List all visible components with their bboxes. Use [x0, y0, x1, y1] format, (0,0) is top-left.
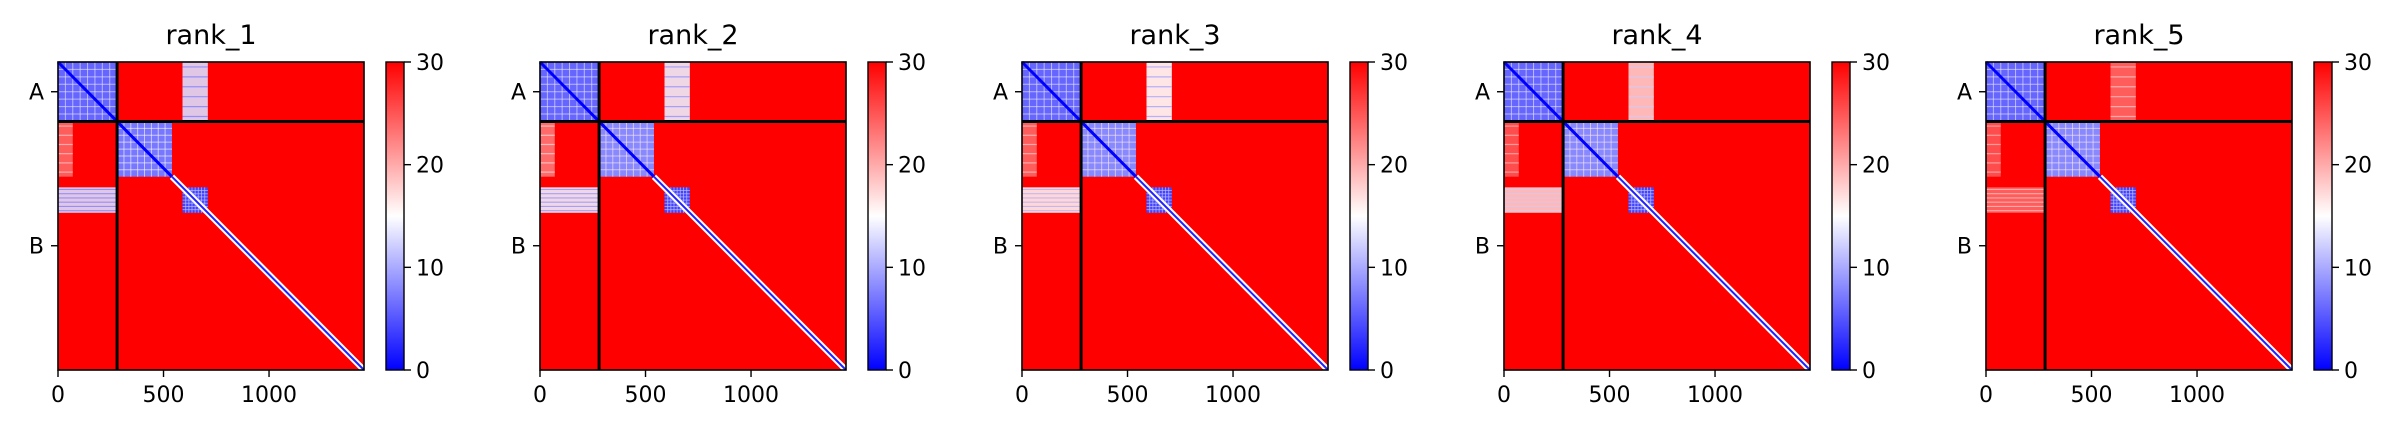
chart-title: rank_3: [1129, 20, 1220, 51]
heatmap-mid-block: [1022, 121, 1037, 177]
colorbar-tick-label: 30: [2344, 51, 2372, 76]
colorbar-tick-label: 20: [1380, 154, 1408, 179]
x-tick-label: 0: [1979, 383, 1993, 408]
panel-rank_5: rank_5 0 500 1000 A B 0 10 20 30: [1957, 20, 2372, 408]
y-tick-label: B: [1957, 235, 1972, 260]
heatmap-block-diagonal: [1562, 120, 1620, 178]
heatmap-mid-block: [2110, 62, 2136, 122]
colorbar-tick-label: 30: [416, 51, 444, 76]
colorbar-tick-label: 10: [416, 256, 444, 281]
colorbar-tick-label: 0: [2344, 359, 2358, 384]
plot-frame: [1021, 61, 1329, 371]
x-tick-label: 1000: [1687, 383, 1743, 408]
y-tick-label: A: [1957, 81, 1972, 106]
plot-frame: [1985, 61, 2293, 371]
heatmap-block-diagonal: [56, 60, 119, 123]
y-tick-label: A: [29, 81, 44, 106]
heatmap-diagonal-core: [653, 175, 847, 371]
panel-rank_1: rank_1 0 500 1000 A B 0 10 20 30: [29, 20, 444, 408]
x-tick-label: 500: [2071, 383, 2113, 408]
heatmap-block-diagonal: [538, 60, 601, 123]
colorbar: [1349, 61, 1369, 371]
chart-title: rank_4: [1611, 20, 1702, 51]
panel-rank_4: rank_4 0 500 1000 A B 0 10 20 30: [1475, 20, 1890, 408]
heatmap-mid-block: [1146, 62, 1172, 122]
colorbar-tick-label: 0: [898, 359, 912, 384]
y-tick-label: A: [1475, 81, 1490, 106]
heatmap-diagonal-core: [1135, 175, 1329, 371]
chart-title: rank_5: [2093, 20, 2184, 51]
y-tick-label: A: [993, 81, 1008, 106]
colorbar-tick-label: 0: [416, 359, 430, 384]
x-tick-label: 0: [533, 383, 547, 408]
colorbar-tick-label: 10: [898, 256, 926, 281]
heatmap-mid-block: [1022, 187, 1082, 213]
heatmap-diagonal-core: [2099, 175, 2293, 371]
y-tick-label: B: [511, 235, 526, 260]
heatmap-mid-block: [182, 62, 208, 122]
x-tick-label: 0: [1497, 383, 1511, 408]
plot-frame: [57, 61, 365, 371]
x-tick-label: 500: [625, 383, 667, 408]
heatmap-block-diagonal: [598, 120, 656, 178]
chart-title: rank_1: [165, 20, 256, 51]
x-tick-label: 1000: [1205, 383, 1261, 408]
colorbar: [385, 61, 405, 371]
y-tick-label: B: [1475, 235, 1490, 260]
heatmap-mid-block: [1986, 121, 2001, 177]
heatmap-block-diagonal: [1502, 60, 1565, 123]
colorbar-tick-label: 0: [1380, 359, 1394, 384]
y-tick-label: A: [511, 81, 526, 106]
plot-frame: [1503, 61, 1811, 371]
heatmap-block-diagonal: [2044, 120, 2102, 178]
heatmap-mid-block: [1986, 187, 2046, 213]
y-tick-label: B: [29, 235, 44, 260]
heatmap-diagonal-core: [171, 175, 365, 371]
colorbar-tick-label: 0: [1862, 359, 1876, 384]
heatmap-block-diagonal: [1080, 120, 1138, 178]
heatmap-mid-block: [1504, 187, 1564, 213]
panel-rank_3: rank_3 0 500 1000 A B 0 10 20 30: [993, 20, 1408, 408]
chart-title: rank_2: [647, 20, 738, 51]
heatmap-diagonal-core: [1617, 175, 1811, 371]
x-tick-label: 0: [51, 383, 65, 408]
panel-rank_2: rank_2 0 500 1000 A B 0 10 20 30: [511, 20, 926, 408]
heatmap-mid-block: [1628, 62, 1654, 122]
colorbar-tick-label: 20: [1862, 154, 1890, 179]
heatmap-mid-block: [1504, 121, 1519, 177]
x-tick-label: 1000: [2169, 383, 2225, 408]
heatmap-block-diagonal: [116, 120, 174, 178]
colorbar-tick-label: 10: [1862, 256, 1890, 281]
x-tick-label: 1000: [723, 383, 779, 408]
colorbar: [867, 61, 887, 371]
plot-frame: [539, 61, 847, 371]
x-tick-label: 500: [1107, 383, 1149, 408]
y-tick-label: B: [993, 235, 1008, 260]
heatmap-block-diagonal: [1020, 60, 1083, 123]
x-tick-label: 0: [1015, 383, 1029, 408]
x-tick-label: 500: [1589, 383, 1631, 408]
colorbar: [1831, 61, 1851, 371]
colorbar-tick-label: 20: [416, 154, 444, 179]
heatmap-mid-block: [540, 187, 600, 213]
colorbar-tick-label: 30: [898, 51, 926, 76]
heatmap-mid-block: [540, 121, 555, 177]
heatmap-mid-block: [58, 121, 73, 177]
heatmap-mid-block: [664, 62, 690, 122]
colorbar-tick-label: 10: [2344, 256, 2372, 281]
colorbar-tick-label: 20: [898, 154, 926, 179]
x-tick-label: 1000: [241, 383, 297, 408]
heatmap-block-diagonal: [1984, 60, 2047, 123]
colorbar-tick-label: 30: [1380, 51, 1408, 76]
colorbar-tick-label: 20: [2344, 154, 2372, 179]
colorbar-tick-label: 10: [1380, 256, 1408, 281]
colorbar-tick-label: 30: [1862, 51, 1890, 76]
heatmap-mid-block: [58, 187, 118, 213]
x-tick-label: 500: [143, 383, 185, 408]
colorbar: [2313, 61, 2333, 371]
